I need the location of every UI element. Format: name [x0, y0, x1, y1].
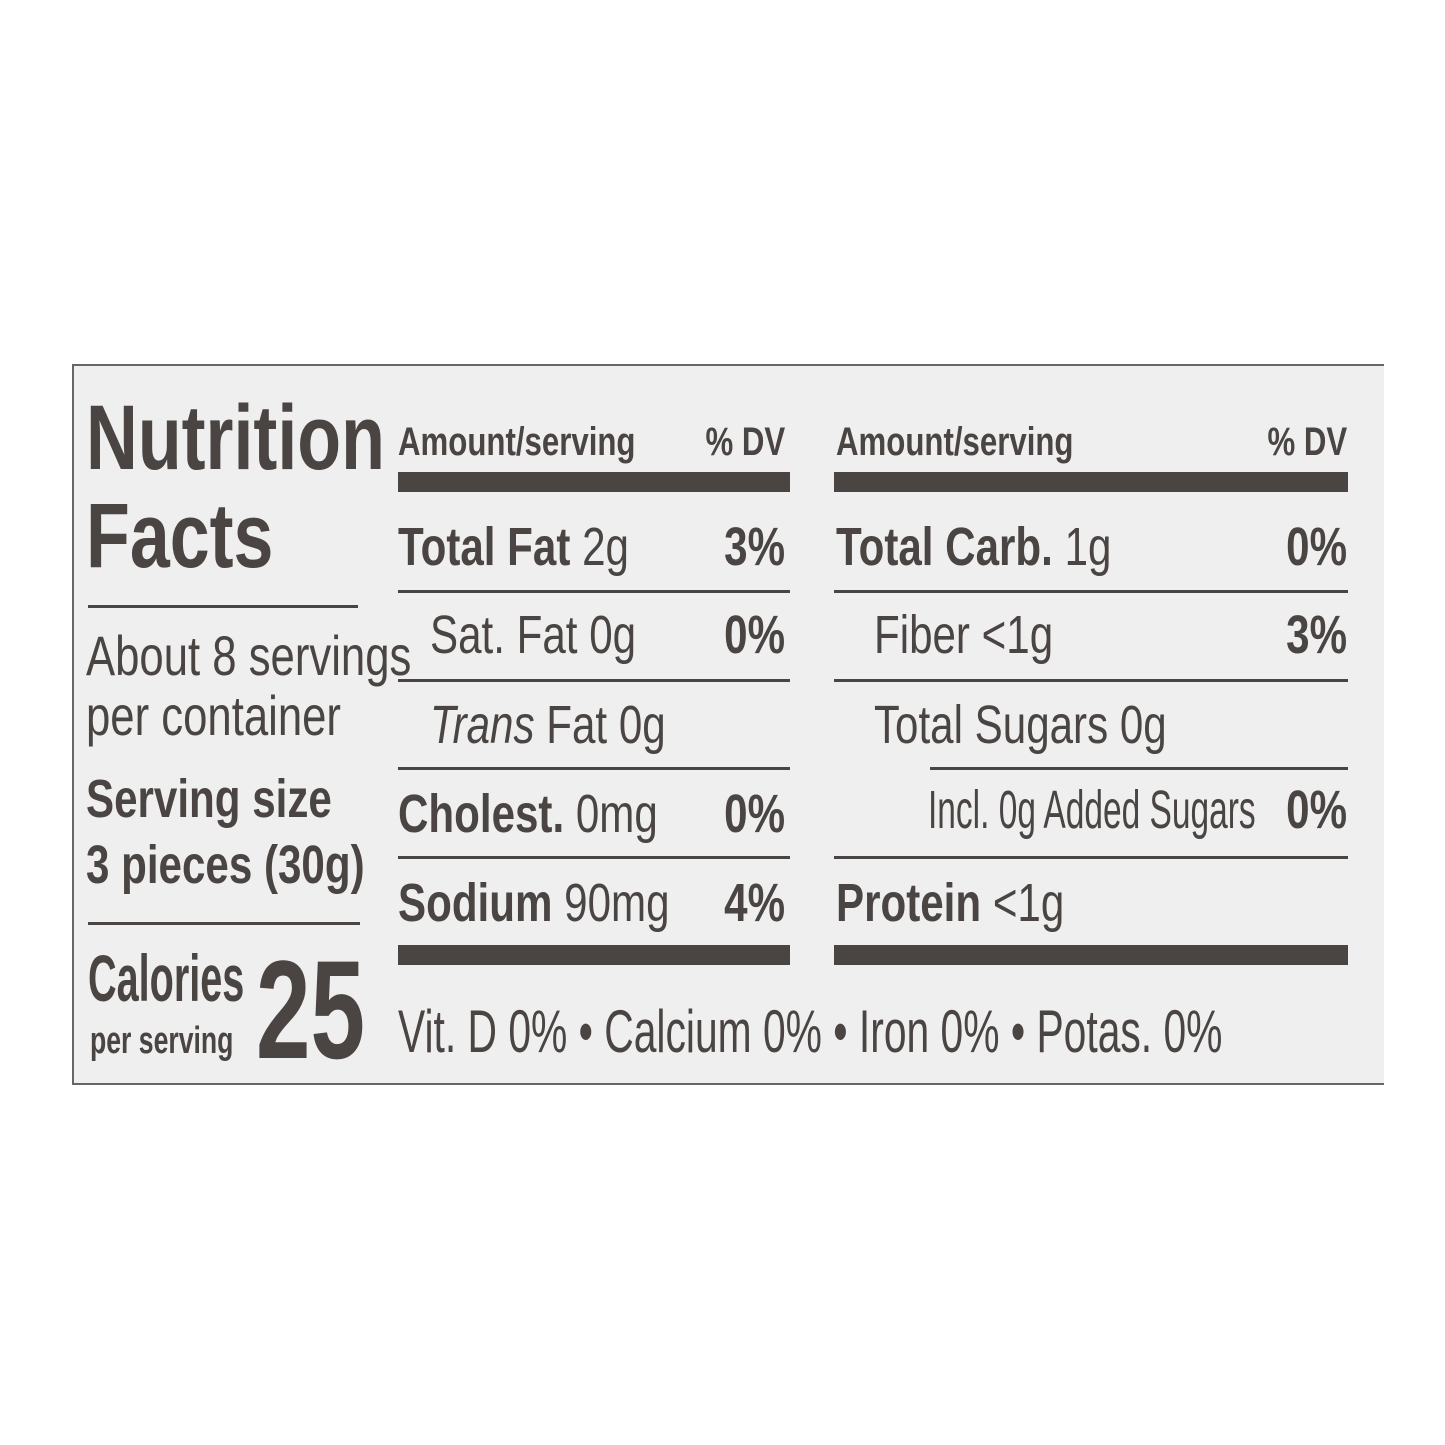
row-total-sugars: Total Sugars 0g [874, 695, 1167, 755]
divider [834, 679, 1348, 682]
dv-total-carb: 0% [1286, 517, 1347, 577]
row-total-carb: Total Carb. 1g [836, 517, 1112, 577]
divider [834, 590, 1348, 593]
dv-cholesterol: 0% [724, 784, 785, 844]
row-sodium: Sodium 90mg [398, 873, 670, 933]
calories-label: Calories [88, 941, 245, 1015]
vitamins-minerals-footer: Vit. D 0% • Calcium 0% • Iron 0% • Potas… [398, 998, 1223, 1065]
right-header-amount: Amount/serving [836, 420, 1074, 464]
divider [930, 767, 1348, 770]
row-fiber: Fiber <1g [874, 605, 1054, 665]
divider [398, 767, 790, 770]
calories-per-serving: per serving [90, 1020, 234, 1062]
dv-fiber: 3% [1286, 605, 1347, 665]
right-header-dv: % DV [1267, 420, 1347, 464]
divider [398, 590, 790, 593]
row-trans-fat: Trans Fat 0g [430, 695, 666, 755]
dv-added-sugars: 0% [1286, 780, 1347, 840]
servings-per-container-line2: per container [86, 684, 341, 747]
divider [398, 856, 790, 859]
calories-value: 25 [256, 931, 366, 1088]
row-sat-fat: Sat. Fat 0g [430, 605, 637, 665]
servings-per-container-line1: About 8 servings [86, 624, 412, 687]
serving-size-label: Serving size [86, 769, 332, 829]
title-facts: Facts [86, 485, 274, 587]
divider [834, 856, 1348, 859]
left-header-dv: % DV [705, 420, 785, 464]
divider [88, 922, 360, 925]
dv-sodium: 4% [724, 873, 785, 933]
serving-size-value: 3 pieces (30g) [86, 835, 365, 895]
row-added-sugars: Incl. 0g Added Sugars [928, 780, 1256, 840]
left-header-amount: Amount/serving [398, 420, 636, 464]
thick-rule [398, 472, 790, 492]
row-cholesterol: Cholest. 0mg [398, 784, 658, 844]
divider [398, 679, 790, 682]
title-nutrition: Nutrition [86, 387, 385, 489]
thick-rule [834, 472, 1348, 492]
row-total-fat: Total Fat 2g [398, 517, 629, 577]
thick-rule [834, 945, 1348, 965]
dv-total-fat: 3% [724, 517, 785, 577]
dv-sat-fat: 0% [724, 605, 785, 665]
thick-rule [398, 945, 790, 965]
divider [88, 605, 358, 608]
row-protein: Protein <1g [836, 873, 1065, 933]
